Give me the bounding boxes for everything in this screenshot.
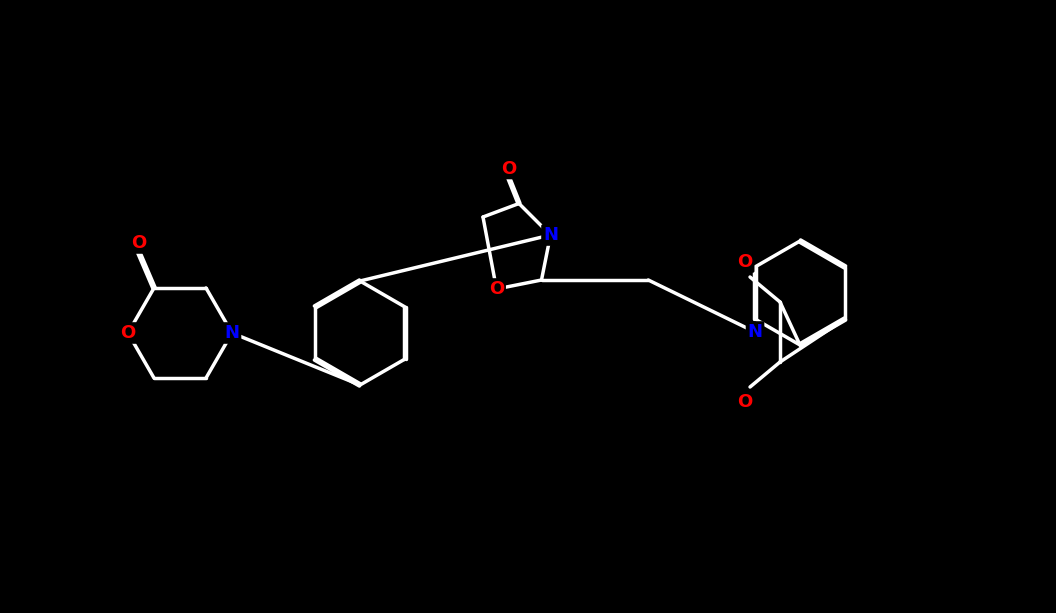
Text: O: O [489,280,504,298]
Text: N: N [225,324,240,342]
Text: O: O [737,393,753,411]
Text: O: O [737,253,753,271]
Text: O: O [120,324,135,342]
Text: N: N [543,226,558,244]
Text: N: N [748,323,762,341]
Text: O: O [502,159,516,178]
Text: O: O [131,234,147,252]
